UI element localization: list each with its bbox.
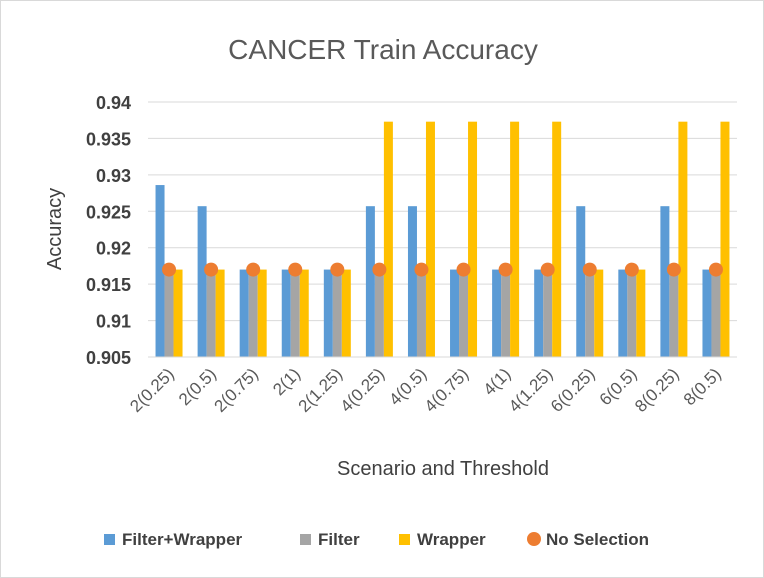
bar-filter bbox=[543, 269, 553, 357]
legend-swatch bbox=[527, 532, 541, 546]
x-category-label: 2(0.25) bbox=[126, 364, 178, 416]
chart-title: CANCER Train Accuracy bbox=[228, 34, 538, 65]
marker-no-selection bbox=[582, 262, 597, 277]
bar-filter-wrapper bbox=[534, 269, 544, 357]
bar-filter bbox=[459, 269, 469, 357]
marker-no-selection bbox=[456, 262, 471, 277]
legend-item-wrapper: Wrapper bbox=[399, 530, 486, 549]
x-category-label: 8(0.5) bbox=[680, 364, 725, 409]
bar-wrapper bbox=[173, 269, 183, 357]
marker-no-selection bbox=[246, 262, 261, 277]
y-tick-label: 0.925 bbox=[86, 202, 131, 222]
x-category-label: 4(1.25) bbox=[505, 364, 557, 416]
bar-filter bbox=[711, 269, 721, 357]
x-category-label: 4(0.75) bbox=[421, 364, 473, 416]
legend-label: Filter+Wrapper bbox=[122, 530, 243, 549]
legend-swatch bbox=[104, 534, 115, 545]
bar-filter bbox=[627, 269, 637, 357]
bar-filter-wrapper bbox=[660, 206, 670, 357]
legend-item-filter: Filter bbox=[300, 530, 360, 549]
bar-wrapper bbox=[594, 269, 604, 357]
marker-no-selection bbox=[288, 262, 303, 277]
marker-no-selection bbox=[330, 262, 345, 277]
marker-no-selection bbox=[414, 262, 429, 277]
marker-no-selection bbox=[372, 262, 387, 277]
legend-swatch bbox=[399, 534, 410, 545]
bar-wrapper bbox=[552, 121, 562, 358]
marker-no-selection bbox=[708, 262, 723, 277]
bar-wrapper bbox=[425, 121, 435, 358]
y-tick-label: 0.92 bbox=[96, 239, 131, 259]
bar-wrapper bbox=[383, 121, 393, 358]
bar-filter bbox=[290, 269, 300, 357]
marker-no-selection bbox=[624, 262, 639, 277]
y-tick-label: 0.94 bbox=[96, 93, 131, 113]
bar-wrapper bbox=[257, 269, 267, 357]
legend-swatch bbox=[300, 534, 311, 545]
x-axis-title: Scenario and Threshold bbox=[337, 458, 549, 480]
x-category-label: 6(0.25) bbox=[547, 364, 599, 416]
bar-filter-wrapper bbox=[197, 206, 207, 357]
bar-filter-wrapper bbox=[702, 269, 712, 357]
legend: Filter+Wrapper Filter Wrapper No Selection bbox=[104, 530, 649, 549]
x-category-label: 2(0.75) bbox=[210, 364, 262, 416]
bar-filter bbox=[501, 269, 511, 357]
y-tick-label: 0.91 bbox=[96, 312, 131, 332]
legend-item-no-selection: No Selection bbox=[527, 530, 649, 549]
bar-filter bbox=[585, 269, 595, 357]
y-tick-label: 0.935 bbox=[86, 129, 131, 149]
bar-filter bbox=[248, 269, 258, 357]
x-category-label: 4(0.25) bbox=[337, 364, 389, 416]
y-tick-label: 0.905 bbox=[86, 348, 131, 368]
bar-wrapper bbox=[299, 269, 309, 357]
bar-wrapper bbox=[678, 121, 688, 358]
bar-filter bbox=[669, 269, 679, 357]
gridlines bbox=[148, 101, 737, 322]
bar-filter bbox=[206, 269, 216, 357]
bar-filter-wrapper bbox=[618, 269, 628, 357]
x-category-label: 8(0.25) bbox=[631, 364, 683, 416]
bar-filter-wrapper bbox=[365, 206, 375, 357]
bar-wrapper bbox=[636, 269, 646, 357]
marker-no-selection bbox=[162, 262, 177, 277]
bar-filter-wrapper bbox=[239, 269, 249, 357]
x-category-label: 4(1) bbox=[480, 364, 515, 399]
marker-no-selection bbox=[666, 262, 681, 277]
bar-filter bbox=[164, 269, 174, 357]
bar-filter bbox=[374, 269, 384, 357]
bar-filter-wrapper bbox=[281, 269, 291, 357]
legend-label: Wrapper bbox=[417, 530, 486, 549]
x-category-label: 2(1) bbox=[269, 364, 304, 399]
y-tick-label: 0.915 bbox=[86, 275, 131, 295]
x-category-label: 2(1.25) bbox=[295, 364, 347, 416]
legend-item-filter-wrapper: Filter+Wrapper bbox=[104, 530, 243, 549]
legend-label: Filter bbox=[318, 530, 360, 549]
bar-filter-wrapper bbox=[576, 206, 586, 357]
legend-label: No Selection bbox=[546, 530, 649, 549]
bar-wrapper bbox=[510, 121, 520, 358]
bar-wrapper bbox=[341, 269, 351, 357]
bar-wrapper bbox=[720, 121, 730, 358]
y-tick-label: 0.93 bbox=[96, 166, 131, 186]
bar-filter-wrapper bbox=[450, 269, 460, 357]
bar-filter-wrapper bbox=[323, 269, 333, 357]
bars bbox=[155, 121, 730, 358]
x-axis-categories: 2(0.25)2(0.5)2(0.75) 2(1)2(1.25)4(0.25)4(… bbox=[126, 364, 724, 416]
bar-filter-wrapper bbox=[492, 269, 502, 357]
marker-no-selection bbox=[498, 262, 513, 277]
bar-filter-wrapper bbox=[407, 206, 417, 357]
marker-no-selection bbox=[540, 262, 555, 277]
y-axis-ticks: 0.905 0.91 0.915 0.92 0.925 0.93 0.935 0.94 bbox=[86, 93, 131, 368]
bar-filter-wrapper bbox=[155, 185, 165, 357]
y-axis-title: Accuracy bbox=[44, 188, 66, 270]
bar-wrapper bbox=[215, 269, 225, 357]
bar-filter bbox=[416, 269, 426, 357]
bar-filter bbox=[332, 269, 342, 357]
marker-no-selection bbox=[204, 262, 219, 277]
markers bbox=[162, 262, 723, 277]
bar-wrapper bbox=[468, 121, 478, 358]
